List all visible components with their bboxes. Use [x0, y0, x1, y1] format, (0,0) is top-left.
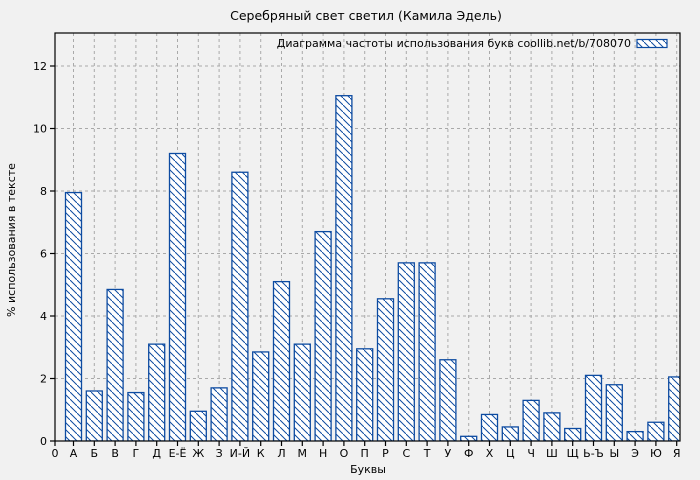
y-axis-label: % использования в тексте — [5, 163, 18, 317]
gridlines — [55, 33, 680, 441]
bar-Ц — [501, 426, 519, 441]
legend-swatch — [636, 38, 668, 49]
bar-М — [293, 343, 311, 441]
x-axis-label: Буквы — [350, 463, 386, 476]
x-tick-label: Л — [277, 447, 285, 460]
bar-Н — [314, 230, 332, 441]
x-tick-label: И-Й — [230, 447, 250, 460]
bar-О — [335, 95, 353, 441]
y-tick-labels: 0 2 4 6 8 10 12 — [33, 60, 47, 448]
x-tick-label: Ш — [546, 447, 558, 460]
bar-Ж — [189, 410, 207, 441]
bar-Р — [376, 298, 395, 441]
bar-Ч — [522, 399, 540, 441]
bar-Ш — [543, 412, 561, 441]
bar-Б — [85, 390, 103, 441]
x-tick-label: Ы — [609, 447, 619, 460]
x-tick-label: З — [216, 447, 223, 460]
bar-Т — [418, 262, 436, 441]
y-tick-label: 6 — [40, 248, 47, 261]
x-tick-labels: 0 А Б В Г Д Е-Ё Ж З И-Й К Л М Н О П Р С Т У Ф Х Ц Ч Ш Щ Ь-Ъ Ы Э Ю Я — [52, 447, 681, 460]
x-tick-label: Ж — [192, 447, 204, 460]
y-tick-label: 8 — [40, 185, 47, 198]
x-tick-label: Д — [152, 447, 161, 460]
y-tick-label: 2 — [40, 373, 47, 386]
bar-Д — [148, 343, 166, 441]
x-tick-label: Ц — [506, 447, 515, 460]
x-tick-label: Ч — [527, 447, 535, 460]
bar-Е-Ё — [168, 152, 187, 441]
plot-border — [54, 32, 681, 442]
bar-Л — [272, 280, 291, 441]
x-tick-label: У — [445, 447, 452, 460]
x-origin-label: 0 — [52, 447, 59, 460]
x-tick-label: Е-Ё — [169, 447, 187, 460]
bar-В — [106, 288, 124, 441]
bar-Щ — [564, 427, 582, 441]
bar-Ф — [460, 435, 478, 441]
x-tick-label: Э — [631, 447, 639, 460]
x-tick-label: С — [402, 447, 410, 460]
bar-У — [439, 359, 457, 441]
bars — [64, 95, 680, 441]
bar-П — [356, 348, 374, 441]
x-tick-label: П — [361, 447, 369, 460]
x-tick-label: В — [111, 447, 119, 460]
x-tick-label: Х — [486, 447, 494, 460]
x-tick-label: Ф — [464, 447, 473, 460]
x-tick-label: Ю — [650, 447, 662, 460]
x-tick-label: Т — [423, 447, 431, 460]
bar-Х — [480, 413, 499, 441]
bar-Ю — [647, 421, 665, 441]
bar-Ы — [605, 384, 623, 441]
axis-ticks — [50, 65, 678, 446]
bar-С — [397, 262, 415, 441]
legend-label: Диаграмма частоты использования букв coo… — [277, 37, 631, 50]
bar-И-Й — [231, 171, 249, 441]
bar-З — [210, 387, 228, 441]
x-tick-label: О — [340, 447, 349, 460]
y-tick-label: 12 — [33, 60, 47, 73]
x-tick-label: А — [70, 447, 78, 460]
bar-Г — [127, 391, 145, 441]
y-tick-label: 10 — [33, 123, 47, 136]
x-tick-label: Я — [673, 447, 681, 460]
x-tick-label: М — [298, 447, 308, 460]
x-tick-label: Р — [382, 447, 389, 460]
bar-Э — [626, 430, 644, 441]
x-tick-label: К — [257, 447, 265, 460]
y-tick-label: 0 — [40, 435, 47, 448]
bar-Ь-Ъ — [584, 374, 603, 441]
y-tick-label: 4 — [40, 310, 47, 323]
x-tick-label: Ь-Ъ — [583, 447, 604, 460]
bar-К — [252, 351, 270, 441]
x-tick-label: Щ — [567, 447, 579, 460]
x-tick-label: Г — [133, 447, 140, 460]
bar-Я — [668, 376, 680, 441]
bar-А — [64, 191, 83, 441]
x-tick-label: Н — [319, 447, 327, 460]
chart-title: Серебряный свет светил (Камила Эдель) — [230, 8, 502, 23]
x-tick-label: Б — [91, 447, 99, 460]
